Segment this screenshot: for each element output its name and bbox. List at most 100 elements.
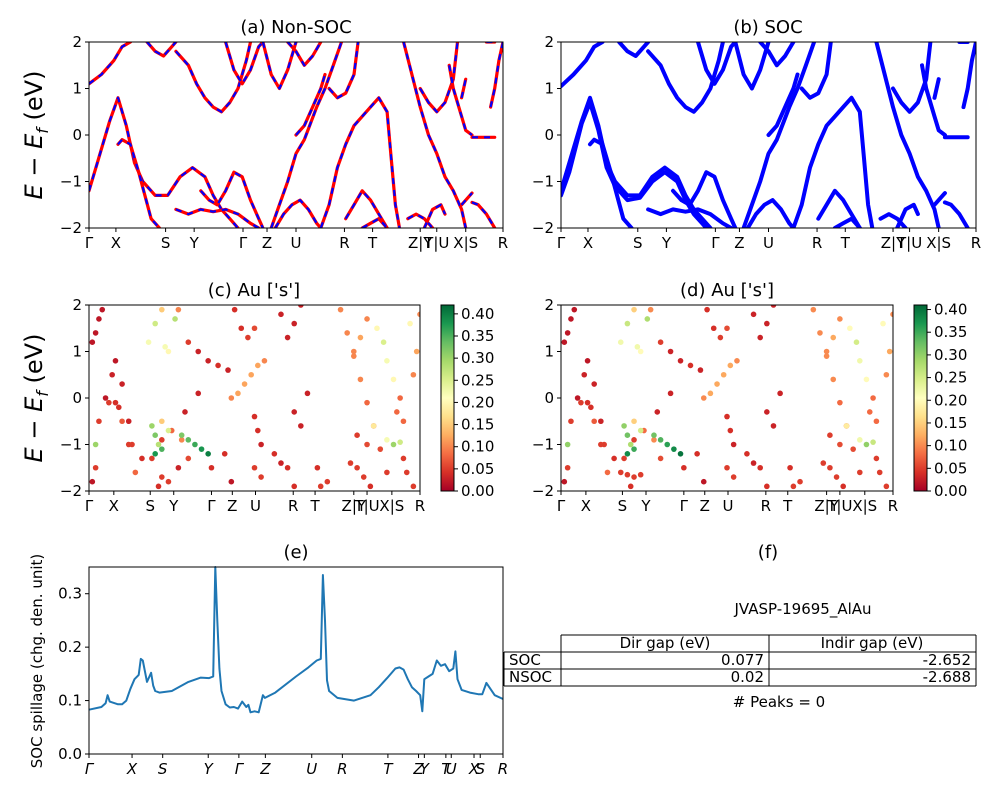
plot-c-xtick-label: Z	[227, 497, 237, 515]
plot-d-xtick-label: R	[888, 497, 898, 515]
projection-point	[354, 464, 360, 471]
projection-point	[175, 306, 182, 313]
plot-a-ytick-label: 1	[72, 80, 82, 98]
plot-e-ytick-label: 0.1	[58, 692, 82, 710]
projection-point	[624, 471, 631, 478]
projection-point	[407, 320, 413, 327]
panel-b-title: (b) SOC	[733, 17, 802, 38]
projection-point	[231, 306, 238, 313]
plot-a-xtick-label: R	[339, 234, 349, 252]
projection-point	[730, 474, 737, 480]
projection-point	[149, 423, 155, 429]
band-line-a-10	[273, 198, 323, 228]
projection-point	[561, 478, 568, 485]
plot-a-xtick-label: Y	[189, 234, 200, 252]
plot-d-xtick-label: Γ	[557, 497, 566, 515]
projection-point	[185, 339, 192, 346]
band-line-a-12	[294, 72, 327, 137]
band-line-a-22	[460, 78, 467, 99]
projection-point	[624, 320, 631, 327]
panel-d-title: (d) Au ['s']	[680, 280, 774, 301]
projection-point	[225, 367, 231, 373]
plot-e-ytick-label: 0.2	[58, 638, 82, 656]
projection-point	[96, 316, 102, 322]
plot-b-xtick-label: Y	[661, 234, 672, 252]
projection-point	[724, 325, 730, 332]
projection-point	[634, 344, 641, 350]
material-id: JVASP-19695_AlAu	[733, 600, 871, 619]
projection-point	[364, 316, 370, 322]
projection-point	[687, 362, 694, 369]
projection-point	[843, 423, 850, 429]
projection-point	[857, 437, 863, 443]
plot-b-xtick-label: Z	[734, 234, 744, 252]
projection-point	[564, 464, 571, 471]
projection-point	[720, 371, 727, 378]
plot-d-frame	[560, 304, 894, 492]
projection-point	[241, 381, 248, 387]
projection-point	[704, 306, 710, 313]
projection-point	[417, 311, 420, 318]
plot-d-xtick-label: T	[782, 497, 793, 515]
band-line-a-5	[175, 42, 252, 113]
colorbar-c-tick-label: 0.40	[461, 305, 494, 323]
plot-e-xtick-label: Z	[259, 760, 271, 778]
colorbar-d-bar	[913, 304, 928, 492]
plot-c-xtick-label: Γ	[85, 497, 94, 515]
table-row-label: NSOC	[509, 668, 552, 686]
projection-point	[172, 316, 178, 322]
projection-point	[750, 460, 757, 466]
table-cell: 0.02	[731, 668, 764, 686]
plot-b-xtick-label: X	[583, 234, 593, 252]
projection-point	[710, 325, 717, 332]
projection-point	[278, 311, 284, 318]
projection-point	[637, 471, 644, 478]
projection-point	[159, 418, 165, 425]
projection-point	[823, 353, 830, 359]
projection-point	[251, 325, 258, 332]
projection-point	[238, 325, 245, 332]
projection-point	[139, 455, 145, 462]
projection-point	[384, 469, 390, 476]
band-line-a-21	[448, 65, 473, 136]
projection-point	[757, 464, 763, 471]
projection-point	[394, 409, 400, 415]
panel-e: (e) SOC spillage (chg. den. unit) 0.0 0.1…	[28, 542, 508, 778]
projection-point	[561, 339, 568, 346]
colorbar-d-tick-label: 0.20	[934, 391, 967, 409]
colorbar-d-tick-label: 0.15	[934, 414, 967, 432]
plot-b-xtick-label: S	[633, 234, 643, 252]
plot-c-xtick-label: S	[145, 497, 155, 515]
projection-point	[886, 348, 893, 355]
plot-c-xtick-label: X	[109, 497, 119, 515]
band-line-b-19	[874, 42, 941, 228]
band-line-a-3	[145, 42, 178, 58]
points-d	[561, 305, 893, 490]
band-line-a-18	[402, 42, 467, 228]
projection-point	[644, 316, 651, 322]
projection-point	[92, 464, 99, 471]
projection-point	[654, 409, 661, 415]
plot-b-ytick-label: −1	[532, 173, 554, 191]
band-line-b-4	[617, 42, 651, 58]
projection-point	[581, 371, 588, 378]
projection-point	[647, 306, 654, 313]
band-line-a-6	[199, 171, 264, 228]
projection-point	[823, 348, 830, 355]
projection-point	[125, 418, 132, 425]
projection-point	[757, 334, 763, 341]
projection-point	[694, 451, 700, 457]
colorbar-c-tick-label: 0.35	[461, 327, 494, 345]
projection-point	[159, 437, 165, 443]
projection-point	[810, 306, 817, 313]
projection-point	[631, 418, 637, 425]
projection-point	[883, 483, 890, 490]
projection-point	[777, 390, 783, 397]
plot-e-xtick-label: R	[337, 760, 347, 778]
band-line-b-7	[671, 170, 738, 228]
plot-e-xtick-label: Γ	[235, 760, 245, 778]
plot-a-ytick-label: 2	[72, 33, 82, 51]
projection-point	[92, 441, 99, 448]
projection-point	[870, 439, 876, 445]
band-line-b-8	[696, 42, 738, 86]
